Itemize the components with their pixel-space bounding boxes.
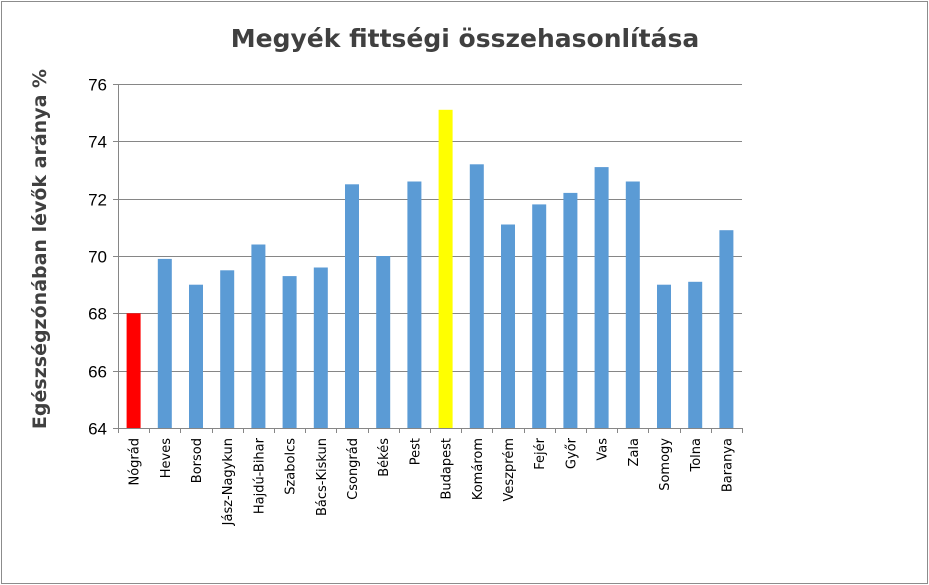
bar (220, 270, 235, 428)
y-tick-label: 74 (88, 133, 107, 152)
x-tick-label: Győr (564, 437, 579, 469)
x-tick-label: Csongrád (346, 438, 361, 500)
x-tick-label: Vas (596, 438, 611, 461)
y-axis-ticks: 64 66 68 70 72 74 76 (88, 76, 118, 439)
bar (282, 276, 297, 428)
x-tick-label: Pest (408, 438, 423, 465)
x-tick-label: Bács-Kiskun (315, 438, 330, 516)
bar (126, 313, 141, 428)
axes (118, 84, 743, 433)
bar (376, 256, 391, 428)
bar (438, 109, 453, 429)
x-tick-label: Veszprém (502, 438, 517, 501)
x-tick-label: Borsod (190, 438, 205, 483)
bar (313, 267, 328, 428)
x-axis-ticks: Nógrád Heves Borsod Jász-Nagykun Hajdú-Bihar… (128, 437, 736, 526)
x-tick-label: Jász-Nagykun (221, 438, 236, 526)
bar (532, 204, 547, 428)
gridlines (118, 84, 742, 372)
x-tick-label: Budapest (440, 438, 455, 500)
y-tick-label: 70 (88, 248, 107, 267)
x-tick-label: Békés (377, 438, 392, 477)
bar (625, 181, 640, 428)
y-tick-label: 72 (88, 191, 107, 210)
bar (469, 164, 484, 429)
bar (407, 181, 422, 428)
bar (657, 284, 671, 428)
x-tick-label: Heves (159, 438, 174, 478)
y-axis-label-part-2: lévők aránya % (29, 69, 51, 233)
bar (501, 224, 515, 428)
bars (126, 109, 734, 429)
y-tick-label: 64 (88, 420, 107, 439)
bar (719, 230, 734, 428)
bar (345, 184, 359, 428)
x-tick-label: Zala (627, 438, 642, 466)
bar (594, 167, 609, 428)
bar (563, 192, 578, 428)
y-tick-label: 68 (88, 305, 107, 324)
x-tick-label: Hajdú-Bihar (252, 437, 267, 514)
x-tick-label: Somogy (658, 438, 673, 491)
x-tick-label: Szabolcs (284, 438, 299, 495)
y-tick-label: 76 (88, 76, 107, 95)
y-tick-label: 66 (88, 363, 107, 382)
bar (157, 258, 172, 428)
bar (251, 244, 266, 428)
x-tick-label: Nógrád (128, 438, 143, 486)
bar (688, 281, 703, 428)
y-axis-label-part-1: Egészségzónában (29, 232, 51, 429)
x-tick-label: Tolna (689, 438, 704, 473)
x-tick-label: Fejér (533, 437, 548, 469)
y-axis-label: Egészségzónában lévők aránya % (29, 69, 51, 429)
x-tick-label: Komárom (471, 438, 486, 500)
x-tick-label: Baranya (720, 438, 735, 492)
chart-title: Megyék fittségi összehasonlítása (231, 24, 699, 53)
bar (189, 284, 203, 428)
